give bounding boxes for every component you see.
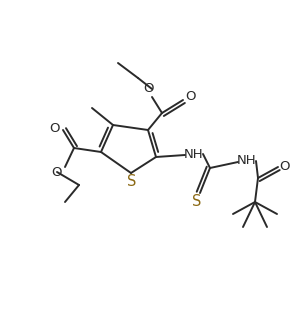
Text: O: O bbox=[49, 122, 59, 135]
Text: O: O bbox=[52, 166, 62, 179]
Text: NH: NH bbox=[237, 154, 257, 167]
Text: S: S bbox=[127, 175, 137, 189]
Text: O: O bbox=[280, 160, 290, 172]
Text: NH: NH bbox=[184, 148, 204, 161]
Text: O: O bbox=[186, 91, 196, 104]
Text: O: O bbox=[144, 82, 154, 95]
Text: S: S bbox=[192, 194, 202, 210]
